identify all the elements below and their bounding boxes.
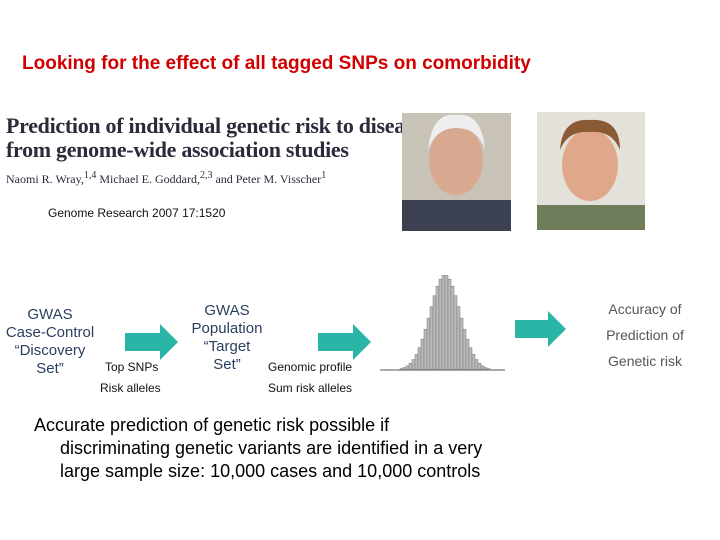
histogram-bar xyxy=(405,365,410,371)
histogram-bar xyxy=(456,306,461,371)
histogram-bar xyxy=(432,295,437,371)
histogram-bar xyxy=(411,359,416,371)
histogram-bar xyxy=(477,363,482,371)
histogram-bar xyxy=(423,328,428,371)
target-box: GWAS Population “Target Set” xyxy=(167,302,287,374)
affiliation: 1 xyxy=(321,170,327,181)
histogram-bar xyxy=(468,347,473,371)
histogram-bar xyxy=(414,354,419,371)
step-label: Top SNPs xyxy=(105,360,159,374)
photo xyxy=(537,112,645,230)
histogram-bar xyxy=(480,365,485,371)
photo xyxy=(402,113,511,231)
box-line: Case-Control xyxy=(5,324,95,341)
box-line: “Discovery xyxy=(14,342,86,359)
histogram-bar xyxy=(429,306,434,371)
histogram xyxy=(399,275,491,371)
conclusion-line: large sample size: 10,000 cases and 10,0… xyxy=(60,461,481,481)
citation: Genome Research 2007 17:1520 xyxy=(48,206,226,220)
box-line: GWAS xyxy=(204,302,250,319)
step-label: Sum risk alleles xyxy=(268,381,353,395)
affiliation: 1,4 xyxy=(83,170,97,181)
step-label: Risk alleles xyxy=(100,381,161,395)
histogram-bar xyxy=(462,328,467,371)
histogram-bar xyxy=(447,278,452,371)
histogram-bar xyxy=(474,359,479,371)
histogram-bar xyxy=(441,275,446,371)
result-box: Accuracy of Prediction of Genetic risk xyxy=(580,296,710,374)
histogram-bar xyxy=(450,285,455,371)
histogram-bar xyxy=(444,275,449,371)
histogram-bar xyxy=(420,338,425,371)
result-line: Prediction of xyxy=(606,327,684,343)
step-label: Genomic profile xyxy=(268,360,353,374)
authors: Naomi R. Wray,1,4 Michael E. Goddard,2,3… xyxy=(0,170,400,187)
histogram-bar xyxy=(417,347,422,371)
result-line: Genetic risk xyxy=(608,353,682,369)
paper-header: Prediction of individual genetic risk to… xyxy=(0,113,423,199)
affiliation: 2,3 xyxy=(199,170,213,181)
result-line: Accuracy of xyxy=(608,301,682,317)
author: and Peter M. Visscher xyxy=(212,172,322,186)
discovery-box: GWAS Case-Control “Discovery Set” xyxy=(0,306,110,378)
box-line: “Target xyxy=(203,338,251,355)
box-line: GWAS xyxy=(27,306,73,323)
histogram-bar xyxy=(438,278,443,371)
arrows xyxy=(125,311,566,360)
paper-title: Prediction of individual genetic risk to… xyxy=(6,113,423,138)
histogram-bar xyxy=(426,317,431,371)
slide-title: Looking for the effect of all tagged SNP… xyxy=(22,53,531,74)
conclusion: Accurate prediction of genetic risk poss… xyxy=(34,414,482,483)
paper-title: from genome-wide association studies xyxy=(6,137,349,162)
author: Naomi R. Wray, xyxy=(6,172,84,186)
histogram-bar xyxy=(465,338,470,371)
box-line: Set” xyxy=(213,356,241,373)
histogram-bar xyxy=(471,354,476,371)
histogram-bar xyxy=(435,285,440,371)
box-line: Population xyxy=(191,320,263,337)
histogram-bar xyxy=(408,363,413,371)
conclusion-line: Accurate prediction of genetic risk poss… xyxy=(34,415,390,435)
box-line: Set” xyxy=(36,360,64,377)
author: Michael E. Goddard, xyxy=(96,172,200,186)
conclusion-line: discriminating genetic variants are iden… xyxy=(60,438,483,458)
histogram-bar xyxy=(453,295,458,371)
histogram-bar xyxy=(459,317,464,371)
